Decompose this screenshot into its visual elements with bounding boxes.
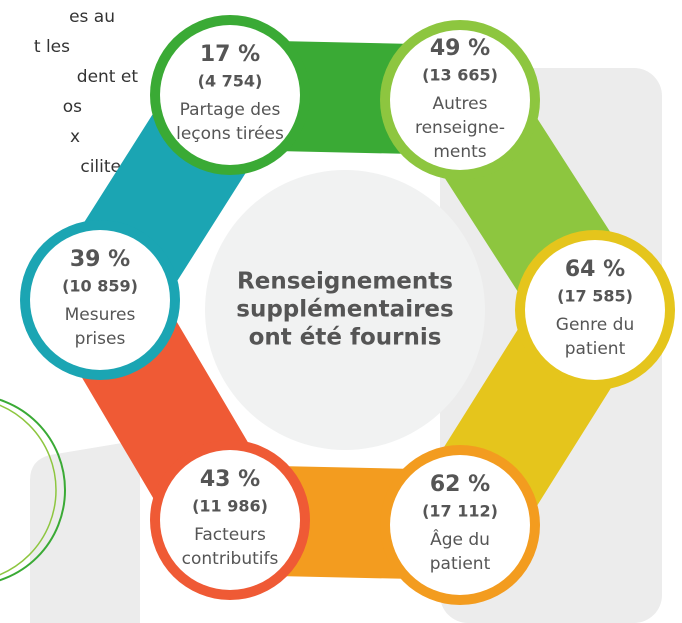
node-label: Facteurs	[194, 525, 266, 545]
node-circle	[160, 450, 300, 590]
node-count: (10 859)	[62, 277, 138, 296]
node-label: patient	[430, 554, 491, 574]
decor-ring	[0, 404, 57, 576]
node-count: (11 986)	[192, 497, 268, 516]
node-label: Partage des	[180, 100, 281, 120]
node-label: renseigne-	[415, 118, 505, 138]
node-label: patient	[565, 339, 626, 359]
side-text: t les	[34, 37, 70, 57]
node-label: Âge du	[430, 528, 490, 550]
side-text: os	[63, 97, 82, 117]
node-circle	[160, 25, 300, 165]
side-text: es au	[69, 7, 115, 27]
node-percent: 43 %	[200, 467, 260, 492]
center-text: supplémentaires	[236, 297, 453, 323]
center-shape	[205, 170, 485, 450]
background-panel	[30, 440, 140, 623]
side-text: x	[70, 127, 80, 147]
node-percent: 64 %	[565, 257, 625, 282]
node-label: Genre du	[556, 315, 634, 335]
node-label: Mesures	[65, 305, 136, 325]
node-percent: 49 %	[430, 36, 490, 61]
node-count: (4 754)	[198, 72, 263, 91]
node-circle	[390, 455, 530, 595]
node-label: leçons tirées	[176, 124, 284, 144]
side-text: dent et	[77, 67, 139, 87]
node-percent: 39 %	[70, 247, 130, 272]
node-label: contributifs	[182, 549, 279, 569]
node-count: (17 585)	[557, 287, 633, 306]
node-label: prises	[75, 329, 126, 349]
node-count: (17 112)	[422, 502, 498, 521]
node-label: ments	[433, 142, 486, 162]
node-percent: 62 %	[430, 472, 490, 497]
node-label: Autres	[432, 94, 487, 114]
decor-ring	[0, 398, 66, 582]
node-circle	[390, 30, 530, 170]
node-count: (13 665)	[422, 66, 498, 85]
node-percent: 17 %	[200, 42, 260, 67]
node-circle	[30, 230, 170, 370]
node-circle	[525, 240, 665, 380]
center-text: Renseignements	[237, 269, 453, 295]
center-text: ont été fournis	[249, 325, 442, 351]
